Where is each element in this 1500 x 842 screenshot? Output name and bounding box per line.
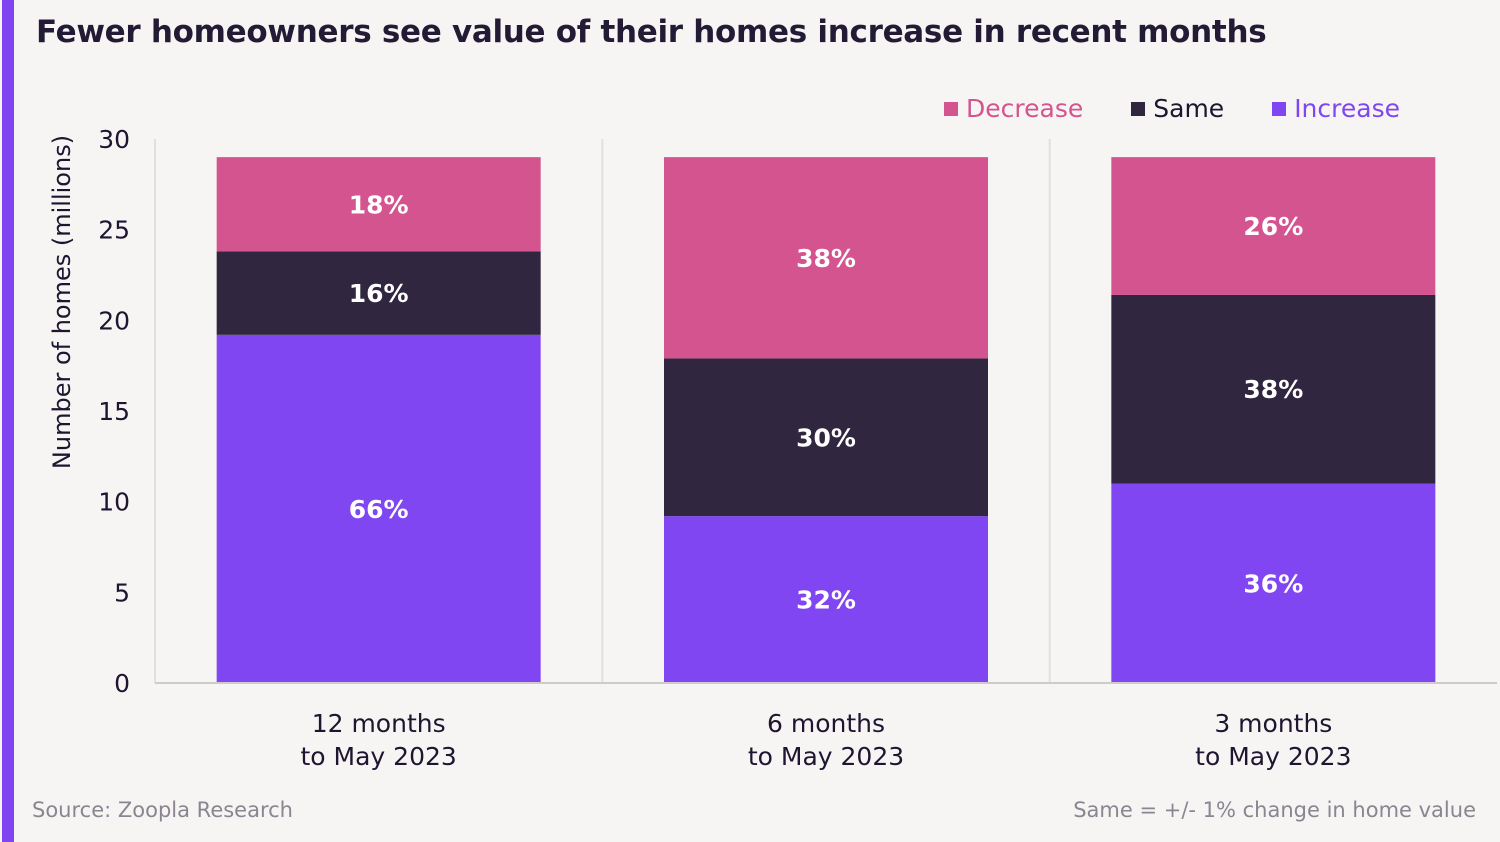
x-tick-label: 6 months — [767, 709, 885, 738]
data-label-same: 30% — [796, 423, 856, 452]
data-label-decrease: 26% — [1243, 212, 1303, 241]
data-label-increase: 66% — [349, 495, 409, 524]
y-tick-label: 25 — [98, 216, 130, 245]
legend-label-increase: Increase — [1294, 94, 1400, 123]
bar-segment-same — [1111, 294, 1436, 484]
x-tick-label: to May 2023 — [301, 742, 457, 771]
x-tick-label: to May 2023 — [1195, 742, 1351, 771]
accent-stripe — [2, 0, 14, 842]
y-tick-label: 0 — [114, 669, 130, 698]
bar-segment-increase — [1111, 483, 1436, 683]
legend-label-decrease: Decrease — [966, 94, 1084, 123]
data-label-same: 16% — [349, 279, 409, 308]
legend-decrease: Decrease — [944, 94, 1083, 123]
bar-segment-decrease — [1111, 157, 1436, 295]
y-tick-label: 20 — [98, 306, 130, 335]
legend-swatch-decrease — [944, 101, 959, 116]
bar-segment-same — [664, 358, 988, 517]
chart-title: Fewer homeowners see value of their home… — [36, 14, 1267, 50]
legend-swatch-same — [1131, 101, 1146, 116]
legend-swatch-increase — [1272, 101, 1287, 116]
y-tick-label: 15 — [98, 397, 130, 426]
bar-segment-same — [216, 251, 541, 335]
bar-segment-increase — [216, 334, 541, 683]
data-label-same: 38% — [1243, 375, 1303, 404]
bar-segment-increase — [664, 516, 988, 683]
footnote: Same = +/- 1% change in home value — [1073, 798, 1476, 822]
legend: Decrease Same Increase — [944, 94, 1400, 123]
legend-label-same: Same — [1153, 94, 1225, 123]
bar-segment-decrease — [664, 157, 988, 359]
y-tick-label: 30 — [98, 125, 130, 154]
source-note: Source: Zoopla Research — [32, 798, 293, 822]
x-tick-label: 12 months — [312, 709, 446, 738]
data-label-increase: 32% — [796, 586, 856, 615]
data-label-increase: 36% — [1243, 569, 1303, 598]
data-label-decrease: 18% — [349, 190, 409, 219]
legend-increase: Increase — [1272, 94, 1400, 123]
y-tick-label: 5 — [114, 578, 130, 607]
x-tick-label: 3 months — [1214, 709, 1332, 738]
y-tick-label: 10 — [98, 488, 130, 517]
y-axis-label: Number of homes (millions) — [48, 135, 76, 469]
bar-segment-decrease — [216, 157, 541, 252]
data-label-decrease: 38% — [796, 244, 856, 273]
legend-same: Same — [1131, 94, 1224, 123]
x-tick-label: to May 2023 — [748, 742, 904, 771]
